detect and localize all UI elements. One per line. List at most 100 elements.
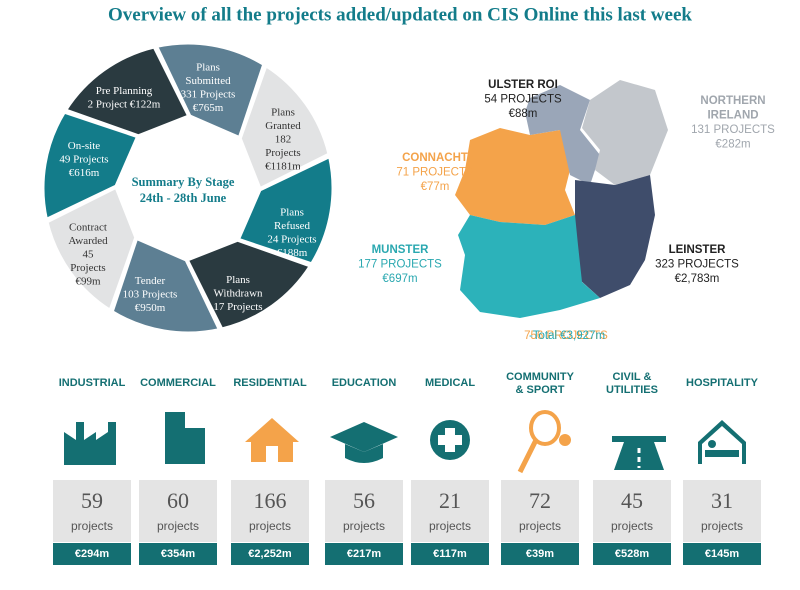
sector-box: [683, 480, 761, 542]
sector-box: [593, 480, 671, 542]
connacht-area: [455, 128, 575, 225]
sector-box: [501, 480, 579, 542]
hospitality-head: [708, 440, 716, 448]
stage-label: €616m: [69, 167, 100, 179]
sector-box: [53, 480, 131, 542]
stage-label: Pre Planning: [96, 85, 153, 97]
commercial-icon: [165, 412, 185, 464]
stage-segment: [236, 154, 335, 266]
region-label: €77m: [421, 181, 450, 193]
sector-name: MEDICAL: [425, 377, 475, 389]
stage-segment: [185, 238, 313, 331]
sector-name: HOSPITALITY: [686, 377, 759, 389]
sector-value-bar: [231, 543, 309, 565]
sector-count: 59: [81, 488, 103, 513]
region-label: 54 PROJECTS: [484, 94, 562, 106]
region-label: 71 PROJECTS: [396, 167, 474, 179]
hospitality-icon: [698, 420, 746, 464]
sector-value: €2,252m: [248, 548, 292, 560]
stage-label: Plans: [280, 206, 304, 218]
sector-value: €528m: [615, 548, 649, 560]
sector-value-bar: [683, 543, 761, 565]
residential-door: [266, 446, 278, 462]
sector-unit: projects: [429, 519, 471, 533]
region-label: ULSTER ROI: [488, 79, 558, 91]
region-label: MUNSTER: [372, 244, 430, 256]
total-projects: 756 PROJECTS: [524, 330, 608, 342]
sector-count: 21: [439, 488, 461, 513]
ireland-map: [455, 80, 668, 318]
sector-box: [325, 480, 403, 542]
northern-ireland-area: [582, 80, 668, 185]
stage-label: 331 Projects: [181, 88, 236, 100]
stage-label: 2 Project €122m: [88, 98, 161, 110]
region-label: €2,783m: [675, 273, 720, 285]
sector-count: 31: [711, 488, 733, 513]
stage-label: 17 Projects: [213, 301, 262, 313]
sector-count: 166: [254, 488, 287, 513]
region-label: €282m: [715, 139, 750, 151]
sport-icon: [529, 410, 561, 446]
residential-icon: [245, 418, 299, 462]
commercial-icon: [185, 428, 205, 464]
sport-icon: [517, 438, 539, 474]
sector-value: €145m: [705, 548, 739, 560]
region-label: NORTHERN: [700, 95, 765, 107]
sector-name: CIVIL &: [613, 371, 652, 383]
sector-value-bar: [593, 543, 671, 565]
sector-name: EDUCATION: [332, 377, 397, 389]
sector-unit: projects: [611, 519, 653, 533]
region-label: IRELAND: [707, 110, 758, 122]
sector-unit: projects: [249, 519, 291, 533]
education-icon: [345, 444, 383, 463]
stage-label: 182: [275, 134, 292, 146]
stage-label: Submitted: [185, 75, 231, 87]
title: Overview of all the projects added/updat…: [108, 4, 692, 25]
sector-value: €39m: [526, 548, 554, 560]
stage-label: 103 Projects: [123, 289, 178, 301]
region-label: 323 PROJECTS: [655, 259, 739, 271]
leinster-area: [575, 175, 655, 298]
sector-name: INDUSTRIAL: [59, 377, 126, 389]
stage-label: Tender: [135, 275, 166, 287]
sector-icons: [64, 410, 746, 474]
stage-label: €765m: [193, 102, 224, 114]
sector-value: €117m: [433, 548, 467, 560]
sector-value: €294m: [75, 548, 109, 560]
stage-label: Awarded: [68, 235, 108, 247]
stage-label: Withdrawn: [213, 288, 263, 300]
sector-unit: projects: [701, 519, 743, 533]
sector-value: €354m: [161, 548, 195, 560]
stage-label: Plans: [226, 274, 250, 286]
sector-value-bar: [501, 543, 579, 565]
sector-count: 60: [167, 488, 189, 513]
munster-area: [458, 215, 600, 318]
sector-name: COMMERCIAL: [140, 377, 216, 389]
stage-label: €950m: [135, 302, 166, 314]
stage-segment: [154, 41, 266, 140]
sector-name: UTILITIES: [606, 384, 658, 396]
region-label: 131 PROJECTS: [691, 124, 775, 136]
sector-count: 45: [621, 488, 643, 513]
region-label: €697m: [382, 273, 417, 285]
stage-label: 45: [83, 249, 95, 261]
region-label: 177 PROJECTS: [358, 259, 442, 271]
stage-segment: [110, 236, 222, 335]
sector-value-bar: [411, 543, 489, 565]
stage-label: 24 Projects: [267, 233, 316, 245]
stage-center-label: Summary By Stage: [132, 175, 235, 189]
stage-segment: [63, 45, 191, 138]
stage-label: On-site: [68, 140, 101, 152]
stage-label: Refused: [274, 220, 311, 232]
sport-ball: [559, 434, 571, 446]
sector-name: RESIDENTIAL: [233, 377, 307, 389]
sector-box: [139, 480, 217, 542]
hospitality-bed: [705, 450, 739, 457]
sector-unit: projects: [519, 519, 561, 533]
stage-label: Plans: [271, 107, 295, 119]
sector-value-bar: [325, 543, 403, 565]
region-label: LEINSTER: [669, 244, 727, 256]
stage-label: Projects: [265, 147, 300, 159]
medical-cross: [438, 428, 462, 452]
